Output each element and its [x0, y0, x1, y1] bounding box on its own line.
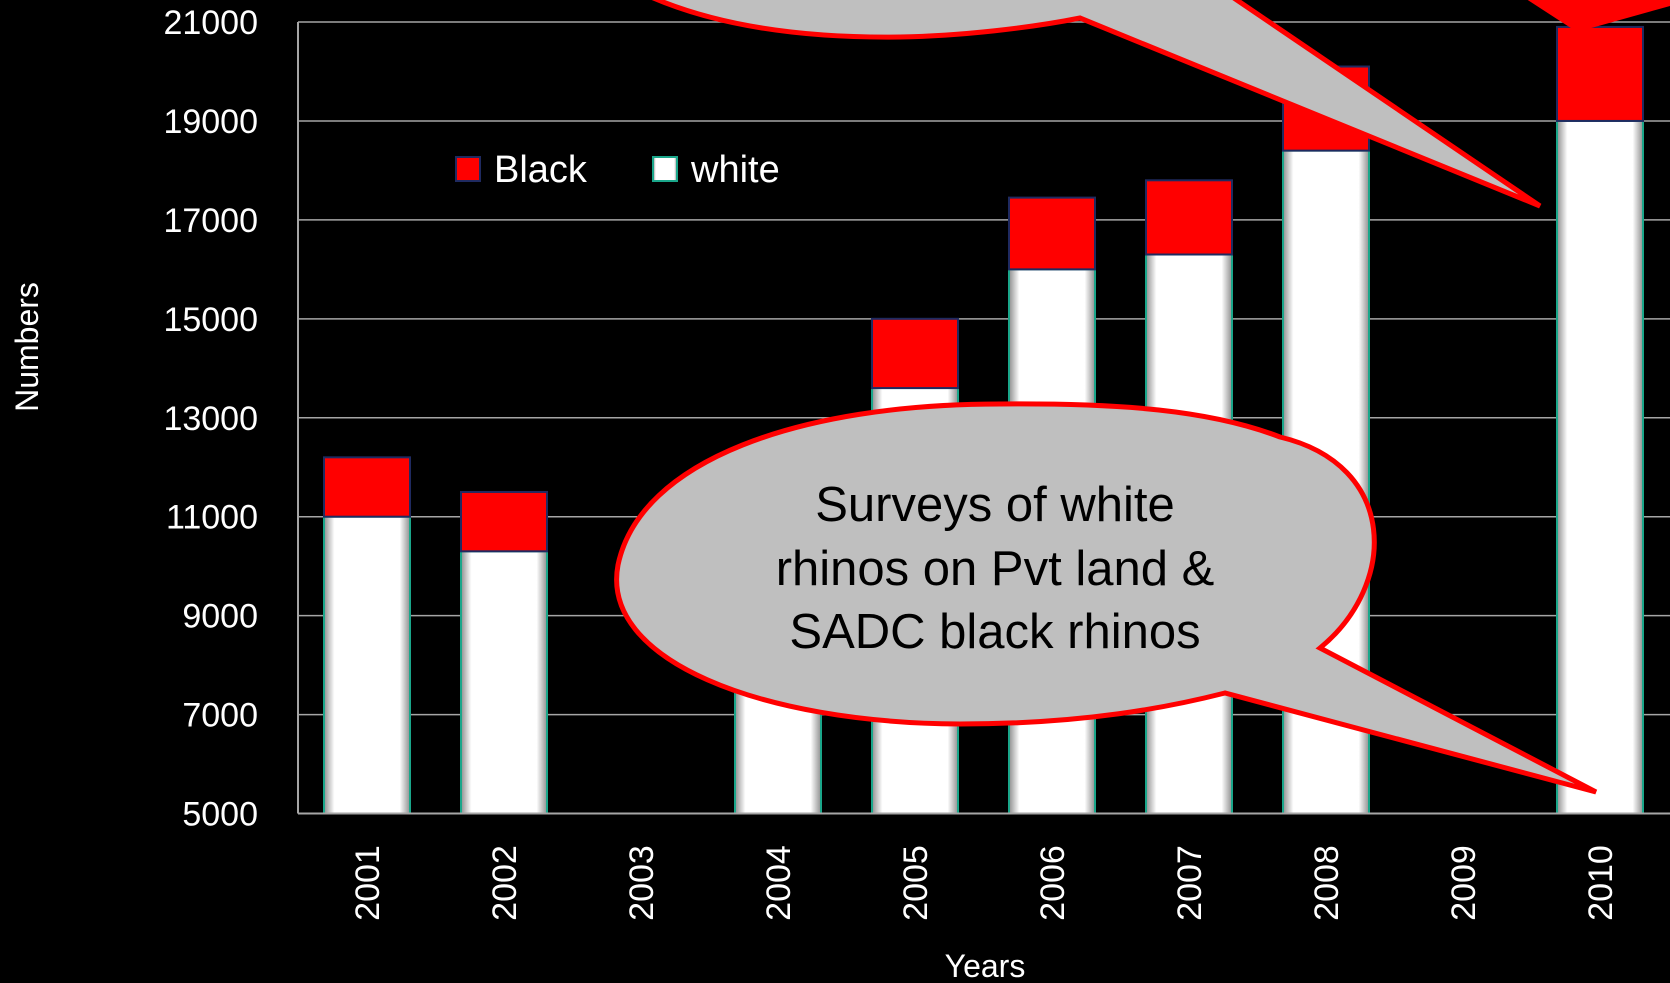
y-axis-ticks: 5000 7000 9000 11000 13000 15000 17000 19000 210…: [163, 4, 258, 834]
bar-black-2002: [460, 490, 548, 553]
legend-swatch-white: [652, 156, 678, 182]
y-tick-label: 17000: [163, 202, 258, 240]
y-tick-label: 9000: [182, 598, 258, 636]
bar-white-2002: [460, 550, 548, 815]
bar-white-2010: [1556, 119, 1644, 815]
y-tick-label: 13000: [163, 400, 258, 438]
legend-label-black: Black: [494, 149, 588, 191]
x-axis-ticks: 2001 2002 2003 2004 2005 2006 2007 2008 2009 2010: [349, 845, 1620, 921]
x-axis-title: Years: [945, 948, 1026, 983]
survey-callout-line-1: Surveys of white: [815, 478, 1175, 532]
x-tick-label: 2003: [623, 845, 661, 921]
x-tick-label: 2002: [486, 845, 524, 921]
y-axis-title: Numbers: [9, 282, 45, 412]
x-tick-label: 2009: [1445, 845, 1483, 921]
top-callout-shape: [651, 0, 1542, 209]
y-tick-label: 7000: [182, 697, 258, 735]
legend: Black white: [455, 149, 780, 191]
top-callout-bubble: [651, 0, 1542, 209]
x-tick-label: 2008: [1308, 845, 1346, 921]
y-tick-label: 11000: [166, 499, 258, 537]
x-tick-label: 2007: [1171, 845, 1209, 921]
bar-black-2010: [1556, 25, 1644, 122]
y-tick-label: 19000: [163, 103, 258, 141]
bar-black-2006: [1008, 196, 1096, 271]
x-tick-label: 2005: [897, 845, 935, 921]
x-tick-label: 2010: [1582, 845, 1620, 921]
survey-callout-shape: [614, 401, 1598, 795]
survey-callout-line-3: SADC black rhinos: [789, 605, 1200, 659]
x-tick-label: 2001: [349, 845, 387, 921]
x-tick-label: 2004: [760, 845, 798, 921]
legend-label-white: white: [690, 149, 780, 191]
y-tick-label: 21000: [163, 4, 258, 42]
bar-black-2005: [871, 317, 959, 390]
survey-callout-line-2: rhinos on Pvt land &: [776, 542, 1215, 596]
top-right-red-arrow: [1527, 0, 1670, 32]
bar-black-2007: [1145, 179, 1233, 256]
y-tick-label: 15000: [163, 301, 258, 339]
bar-black-2001: [323, 456, 411, 518]
legend-swatch-black: [455, 156, 481, 182]
survey-callout-bubble: Surveys of white rhinos on Pvt land & SA…: [614, 401, 1598, 795]
x-tick-label: 2006: [1034, 845, 1072, 921]
bar-white-2001: [323, 515, 411, 815]
y-tick-label: 5000: [182, 796, 258, 834]
